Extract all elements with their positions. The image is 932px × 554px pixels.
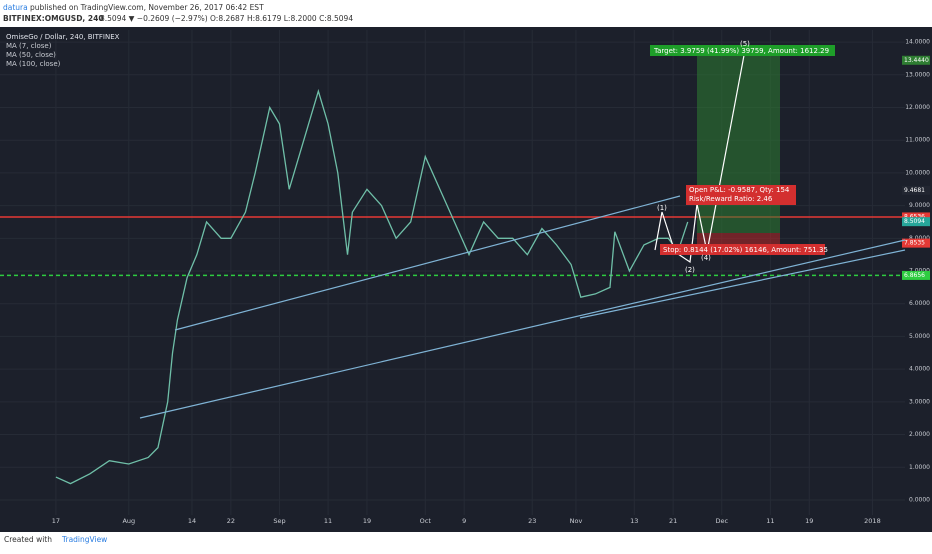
- x-tick-label: 17: [52, 517, 60, 525]
- y-tick-label: 14.0000: [905, 39, 930, 46]
- trend-line: [579, 249, 906, 319]
- price-line: [55, 88, 689, 485]
- x-tick-label: Sep: [273, 517, 285, 525]
- footer-created: Created with: [4, 535, 52, 544]
- price-tag: [902, 212, 930, 222]
- x-tick-label: 13: [630, 517, 638, 525]
- quote: 8.5094 ▼ −0.2609 (−2.97%) O:8.2687 H:8.6…: [100, 14, 353, 23]
- price-tag: [902, 238, 930, 248]
- target-label-box: [650, 45, 835, 56]
- target-zone: [697, 48, 780, 233]
- y-tick-label: 4.0000: [909, 366, 930, 373]
- price-tag-label: 7.8535: [904, 240, 925, 247]
- price-tag-label: 6.8656: [904, 272, 925, 279]
- indicator-label: MA (100, close): [6, 60, 61, 68]
- wave-label: (4): [701, 254, 711, 262]
- x-tick-label: 19: [805, 517, 813, 525]
- y-tick-label: 5.0000: [909, 333, 930, 340]
- x-tick-label: Nov: [570, 517, 583, 525]
- price-tag-label: 13.4440: [904, 57, 929, 64]
- y-tick-label: 3.0000: [909, 398, 930, 405]
- trend-line: [174, 195, 681, 331]
- author[interactable]: datura: [3, 3, 28, 12]
- target-label: Target: 3.9759 (41.99%) 39759, Amount: 1…: [653, 47, 829, 55]
- footer-brand[interactable]: TradingView: [61, 535, 107, 544]
- x-tick-label: 19: [363, 517, 371, 525]
- y-tick-label: 0.0000: [909, 496, 930, 503]
- price-tag-label: 8.5094: [904, 218, 925, 225]
- y-tick-label: 10.0000: [905, 169, 930, 176]
- y-tick-label: 9.0000: [909, 202, 930, 209]
- x-tick-label: 11: [324, 517, 332, 525]
- y-tick-label: 11.0000: [905, 137, 930, 144]
- y-tick-label: 1.0000: [909, 464, 930, 471]
- x-tick-label: 23: [528, 517, 536, 525]
- pl-label-box: [686, 185, 796, 205]
- wave-label: (3): [741, 18, 751, 26]
- symbol: BITFINEX:OMGUSD, 240: [3, 14, 104, 23]
- indicator-label: MA (50, close): [6, 51, 56, 59]
- x-tick-label: Oct: [420, 517, 432, 525]
- wave-label: (2): [685, 266, 695, 274]
- rr-label: Risk/Reward Ratio: 2.46: [689, 195, 773, 203]
- wave-label: (1): [657, 204, 667, 212]
- price-tag-label: 8.6536: [904, 213, 925, 220]
- x-tick-label: Aug: [122, 517, 135, 525]
- price-tag: [902, 55, 930, 65]
- y-tick-label: 8.0000: [909, 235, 930, 242]
- trend-line: [139, 239, 906, 419]
- price-tag: [902, 270, 930, 280]
- stop-label: Stop: 0.8144 (17.02%) 16146, Amount: 751…: [663, 246, 828, 254]
- x-tick-label: Dec: [715, 517, 728, 525]
- x-tick-label: 11: [766, 517, 774, 525]
- stop-label-box: [660, 244, 825, 255]
- price-tag-label: 9.4681: [904, 187, 925, 194]
- x-tick-label: 22: [227, 517, 235, 525]
- x-tick-label: 14: [188, 517, 196, 525]
- y-tick-label: 12.0000: [905, 104, 930, 111]
- wave-label: (5): [740, 40, 750, 48]
- x-tick-label: 9: [462, 517, 466, 525]
- chart-background: [0, 27, 932, 532]
- price-tag: [902, 217, 930, 227]
- y-tick-label: 2.0000: [909, 431, 930, 438]
- legend-entry: OmiseGo / Dollar, 240, BITFINEX: [6, 33, 120, 41]
- x-tick-label: 2018: [864, 517, 881, 525]
- open-pl-label: Open P&L: -0.9587, Qty: 154: [689, 186, 790, 194]
- price-tag: [902, 185, 930, 195]
- x-tick-label: 21: [669, 517, 677, 525]
- y-tick-label: 13.0000: [905, 71, 930, 78]
- y-tick-label: 6.0000: [909, 300, 930, 307]
- indicator-label: MA (7, close): [6, 42, 52, 50]
- published: published on TradingView.com, November 2…: [30, 3, 264, 12]
